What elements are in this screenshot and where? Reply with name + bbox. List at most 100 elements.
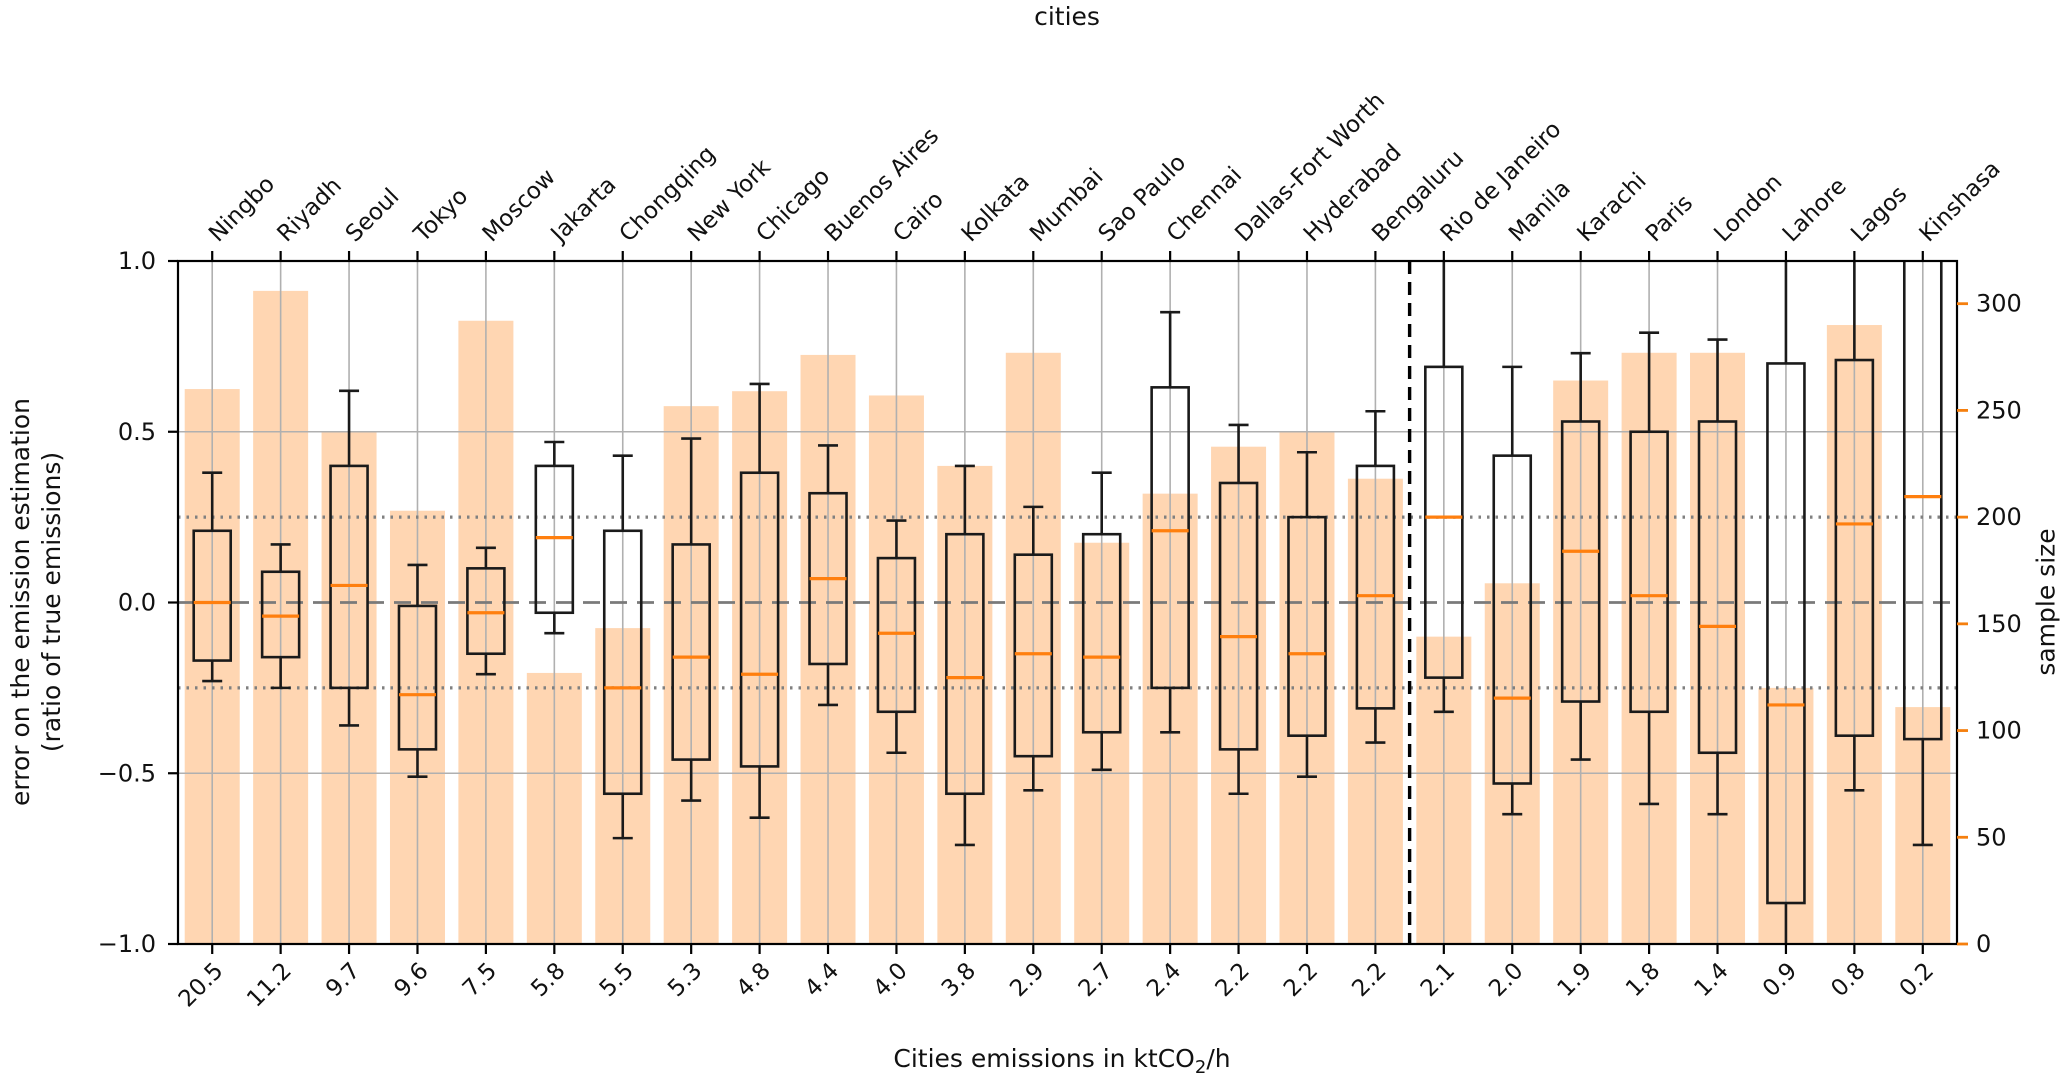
emission-tick-label: 4.8 — [732, 958, 776, 1002]
box — [192, 529, 233, 662]
box — [1560, 420, 1601, 703]
boxplot — [1081, 471, 1122, 772]
box — [1902, 261, 1943, 741]
right-tick-label: 100 — [1976, 717, 2022, 745]
boxplot — [1218, 423, 1259, 796]
emission-tick-label: 9.7 — [321, 958, 365, 1002]
box — [329, 464, 369, 690]
emission-tick-label: 20.5 — [174, 958, 229, 1013]
boxplot — [1492, 365, 1533, 816]
city-label: Buenos Aires — [820, 123, 944, 247]
box — [1834, 358, 1875, 737]
boxplot — [1697, 338, 1738, 816]
boxplot — [1150, 310, 1190, 734]
city-label: Rio de Janeiro — [1436, 117, 1567, 248]
city-label: Cairo — [888, 187, 949, 248]
emission-tick-label: 5.5 — [595, 958, 639, 1002]
right-y-axis-label: sample size — [2031, 528, 2061, 676]
emission-tick-label: 0.2 — [1895, 958, 1939, 1002]
left-tick-label: 1.0 — [118, 247, 156, 275]
boxplot — [1013, 505, 1054, 792]
emission-tick-label: 2.2 — [1211, 958, 1255, 1002]
box — [534, 464, 575, 615]
emission-tick-label: 5.8 — [526, 958, 570, 1002]
city-label: Riyadh — [272, 173, 346, 247]
emission-tick-label: 2.4 — [1142, 958, 1186, 1002]
right-tick-label: 300 — [1976, 290, 2022, 318]
right-tick-label: 200 — [1976, 503, 2022, 531]
city-label: Lagos — [1846, 181, 1912, 247]
boxplot — [192, 471, 233, 683]
emission-tick-label: 2.0 — [1484, 958, 1528, 1002]
x-axis-label: Cities emissions in ktCO2/h — [893, 1044, 1230, 1078]
right-tick-label: 250 — [1976, 396, 2022, 424]
left-tick-label: 0.0 — [118, 589, 156, 617]
boxplot — [1834, 261, 1875, 792]
city-label: Tokyo — [409, 183, 474, 248]
box — [397, 604, 438, 751]
box — [1492, 454, 1533, 785]
box — [671, 543, 711, 761]
boxplot — [671, 437, 711, 802]
box — [739, 471, 780, 768]
city-label: Kolkata — [957, 169, 1035, 247]
emission-tick-label: 2.2 — [1279, 958, 1323, 1002]
boxplot — [602, 454, 643, 840]
city-label: Seoul — [341, 184, 404, 247]
city-label: Kinshasa — [1915, 156, 2006, 247]
box — [466, 567, 506, 656]
boxplot — [876, 519, 917, 755]
emission-tick-label: 3.8 — [937, 958, 981, 1002]
boxplot — [1560, 351, 1601, 761]
box — [1424, 365, 1464, 679]
city-label: Mumbai — [1025, 164, 1108, 247]
left-tick-label: 0.5 — [118, 418, 156, 446]
emission-tick-label: 0.8 — [1826, 958, 1870, 1002]
right-tick-label: 150 — [1976, 610, 2022, 638]
boxplot — [1766, 261, 1806, 944]
box — [260, 570, 301, 659]
x-axis-label-prefix: Cities emissions in ktCO — [893, 1044, 1195, 1073]
plot-area — [178, 261, 1957, 944]
emission-tick-label: 9.6 — [389, 958, 433, 1002]
city-label: London — [1709, 169, 1787, 247]
box — [1218, 481, 1259, 751]
left-y-axis-label: error on the emission estimation (ratio … — [5, 398, 68, 806]
boxplot — [808, 444, 848, 707]
left-tick-label: −0.5 — [98, 759, 156, 787]
city-label: Lahore — [1778, 173, 1852, 247]
boxplot — [466, 546, 506, 676]
boxplot — [534, 440, 575, 635]
emission-tick-label: 4.0 — [868, 958, 912, 1002]
boxplot — [1287, 450, 1327, 778]
boxplot — [1629, 331, 1669, 806]
chart-title: cities — [1034, 2, 1100, 31]
box — [1150, 386, 1190, 690]
boxplot — [1355, 409, 1396, 744]
city-label: Moscow — [478, 164, 561, 247]
box — [1287, 515, 1327, 737]
emission-tick-label: 1.4 — [1690, 958, 1734, 1002]
emission-tick-label: 4.4 — [800, 958, 844, 1002]
emission-tick-label: 1.8 — [1621, 958, 1665, 1002]
right-tick-label: 0 — [1976, 930, 1991, 958]
box — [1697, 420, 1738, 755]
emission-tick-label: 2.7 — [1074, 958, 1118, 1002]
emission-tick-label: 5.3 — [663, 958, 707, 1002]
emission-tick-label: 7.5 — [458, 958, 502, 1002]
boxplot — [329, 389, 369, 727]
box — [602, 529, 643, 796]
boxplot — [397, 563, 438, 778]
box — [945, 532, 985, 796]
box — [876, 556, 917, 714]
emission-tick-label: 1.9 — [1553, 958, 1597, 1002]
boxplot — [945, 464, 985, 847]
x-axis-label-suffix: /h — [1206, 1044, 1231, 1073]
box — [1013, 553, 1054, 758]
box — [1629, 430, 1669, 714]
left-tick-label: −1.0 — [98, 930, 156, 958]
box — [1355, 464, 1396, 710]
left-y-axis-label-line2: (ratio of true emissions) — [37, 451, 66, 753]
emission-tick-label: 2.1 — [1416, 958, 1460, 1002]
